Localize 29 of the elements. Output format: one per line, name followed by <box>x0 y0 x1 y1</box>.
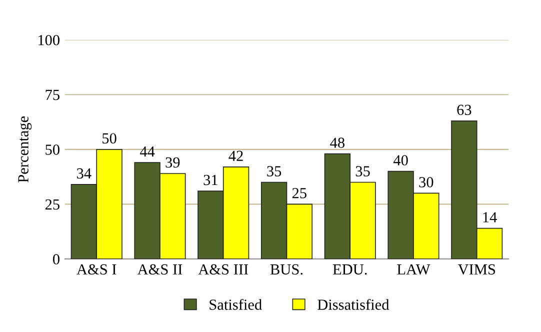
legend-label: Dissatisfied <box>318 298 390 310</box>
data-label: 30 <box>419 177 434 188</box>
data-label: 63 <box>457 104 472 116</box>
data-label: 25 <box>292 188 306 198</box>
data-label: 50 <box>102 133 116 144</box>
x-tick-label: EDU. <box>332 264 367 275</box>
data-label: 48 <box>330 138 344 148</box>
data-label: 35 <box>356 166 370 176</box>
x-tick-label: A&S III <box>198 264 248 275</box>
y-axis-title: Percentage <box>18 116 32 182</box>
y-tick-label: 25 <box>45 199 60 210</box>
y-tick-label: 0 <box>53 254 60 264</box>
y-tick-label: 100 <box>38 34 60 46</box>
y-tick-label: 50 <box>46 144 60 155</box>
data-label: 42 <box>228 150 243 161</box>
data-label: 40 <box>393 155 408 166</box>
legend-label: Satisfied <box>210 298 262 310</box>
data-label: 39 <box>166 157 180 168</box>
data-label: 34 <box>77 168 92 179</box>
x-tick-label: A&S II <box>137 264 182 275</box>
x-tick-label: LAW <box>397 264 430 275</box>
data-label: 44 <box>140 146 155 157</box>
x-tick-label: BUS. <box>270 264 302 275</box>
x-tick-label: A&S I <box>76 264 116 275</box>
y-tick-label: 75 <box>46 90 60 100</box>
x-tick-label: VIMS <box>458 264 496 275</box>
data-label: 31 <box>204 174 218 186</box>
data-label: 35 <box>267 166 282 176</box>
data-label: 14 <box>483 212 497 222</box>
